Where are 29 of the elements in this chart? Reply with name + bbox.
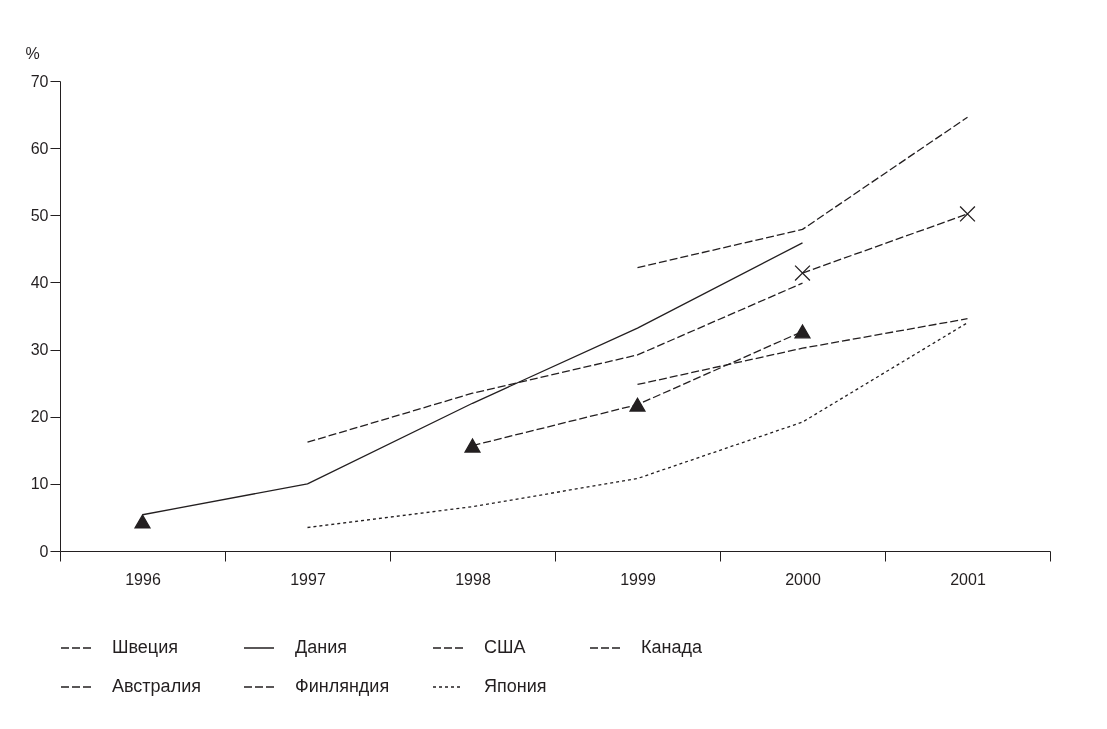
y-tick-label: 70 <box>30 72 49 90</box>
legend-label: Канада <box>641 637 703 657</box>
point <box>134 514 151 529</box>
x-tick-label: 2000 <box>785 570 821 588</box>
line-series <box>306 322 969 529</box>
y-axis-title: % <box>25 44 40 62</box>
point <box>794 264 811 282</box>
x-tick-label: 1997 <box>290 570 326 588</box>
x-tick-label: 1998 <box>455 570 491 588</box>
legend-label: США <box>484 637 526 657</box>
y-tick-label: 10 <box>30 475 49 493</box>
legend-label: Япония <box>484 676 547 696</box>
point <box>959 205 976 223</box>
point <box>464 438 481 453</box>
y-tick-label: 50 <box>30 206 49 224</box>
legend-label: Австралия <box>112 676 201 696</box>
x-tick-label: 2001 <box>950 570 986 588</box>
y-tick-label: 60 <box>30 139 49 157</box>
point <box>794 324 811 339</box>
x-tick-label: 1999 <box>620 570 656 588</box>
legend-label: Швеция <box>112 637 178 657</box>
y-tick-label: 0 <box>39 542 49 560</box>
y-tick-label: 30 <box>30 341 49 359</box>
x-tick-label: 1996 <box>125 570 161 588</box>
point <box>629 397 646 412</box>
legend-label: Дания <box>295 637 347 657</box>
y-tick-label: 20 <box>30 408 49 426</box>
legend-label: Финляндия <box>295 676 390 696</box>
y-tick-label: 40 <box>30 273 49 291</box>
